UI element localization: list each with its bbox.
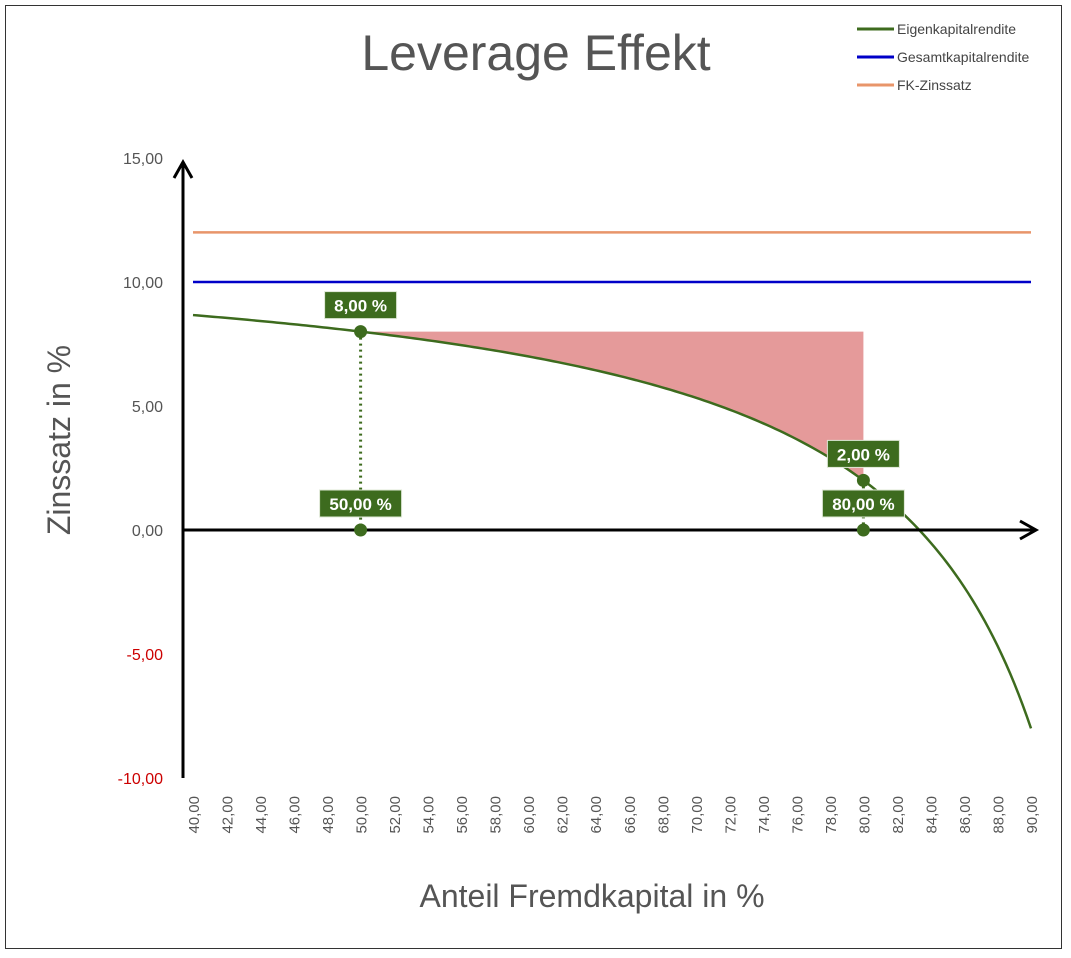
legend-label: Eigenkapitalrendite	[897, 21, 1016, 37]
x-tick-label: 74,00	[756, 796, 773, 834]
x-tick-label: 60,00	[521, 796, 538, 834]
x-tick-label: 70,00	[689, 796, 706, 834]
annotation-label-box	[324, 291, 398, 320]
x-tick-label: 88,00	[990, 796, 1007, 834]
y-tick-label: -5,00	[127, 647, 164, 664]
x-tick-label: 82,00	[890, 796, 907, 834]
x-axis-label: Anteil Fremdkapital in %	[419, 878, 764, 914]
x-tick-label: 50,00	[354, 796, 371, 834]
x-tick-label: 58,00	[488, 796, 505, 834]
y-tick-label: -10,00	[118, 771, 163, 788]
plot-area: 15,00 10,00 5,00 0,00 -5,00 -10,00 40,00 42,00 4…	[118, 151, 1041, 834]
annotation-label: 8,00 %	[334, 297, 387, 316]
x-axis-arrow	[1019, 519, 1040, 541]
legend-label: Gesamtkapitalrendite	[897, 49, 1030, 65]
x-tick-label: 62,00	[555, 796, 572, 834]
x-tick-label: 84,00	[923, 796, 940, 834]
annotation-label-box	[826, 439, 900, 468]
x-tick-label: 66,00	[622, 796, 639, 834]
x-tick-label: 86,00	[957, 796, 974, 834]
annotation-label-box	[821, 489, 905, 518]
x-tick-label: 76,00	[789, 796, 806, 834]
annotation-label-box	[319, 489, 403, 518]
legend-label: FK-Zinssatz	[897, 77, 972, 93]
x-tick-label: 72,00	[722, 796, 739, 834]
legend: Eigenkapitalrendite Gesamtkapitalrendite F…	[857, 21, 1030, 93]
chart-frame	[5, 5, 1062, 949]
annotation-label: 80,00 %	[832, 495, 894, 514]
x-tick-label: 44,00	[253, 796, 270, 834]
annotation-label: 50,00 %	[329, 495, 391, 514]
y-axis-arrow	[172, 158, 194, 179]
y-tick-label: 0,00	[132, 523, 163, 540]
annotation-point	[354, 523, 368, 537]
chart-title: Leverage Effekt	[361, 25, 710, 81]
annotation-point	[856, 523, 870, 537]
x-tick-label: 54,00	[421, 796, 438, 834]
y-tick-label: 10,00	[123, 275, 163, 292]
x-tick-label: 68,00	[655, 796, 672, 834]
x-tick-label: 48,00	[320, 796, 337, 834]
shaded-area	[360, 331, 864, 481]
x-tick-label: 80,00	[856, 796, 873, 834]
x-tick-label: 46,00	[287, 796, 304, 834]
x-tick-label: 42,00	[220, 796, 237, 834]
y-axis-label: Zinssatz in %	[41, 345, 77, 535]
y-tick-label: 5,00	[132, 399, 163, 416]
annotation-point	[856, 473, 870, 487]
x-tick-label: 78,00	[823, 796, 840, 834]
y-tick-label: 15,00	[123, 151, 163, 168]
annotation-label: 2,00 %	[837, 445, 890, 464]
x-tick-label: 40,00	[186, 796, 203, 834]
x-tick-label: 90,00	[1024, 796, 1041, 834]
series-line-eigenkapitalrendite	[192, 313, 1033, 729]
x-tick-label: 52,00	[387, 796, 404, 834]
x-tick-label: 64,00	[588, 796, 605, 834]
x-tick-label: 56,00	[454, 796, 471, 834]
annotation-point	[354, 325, 368, 339]
